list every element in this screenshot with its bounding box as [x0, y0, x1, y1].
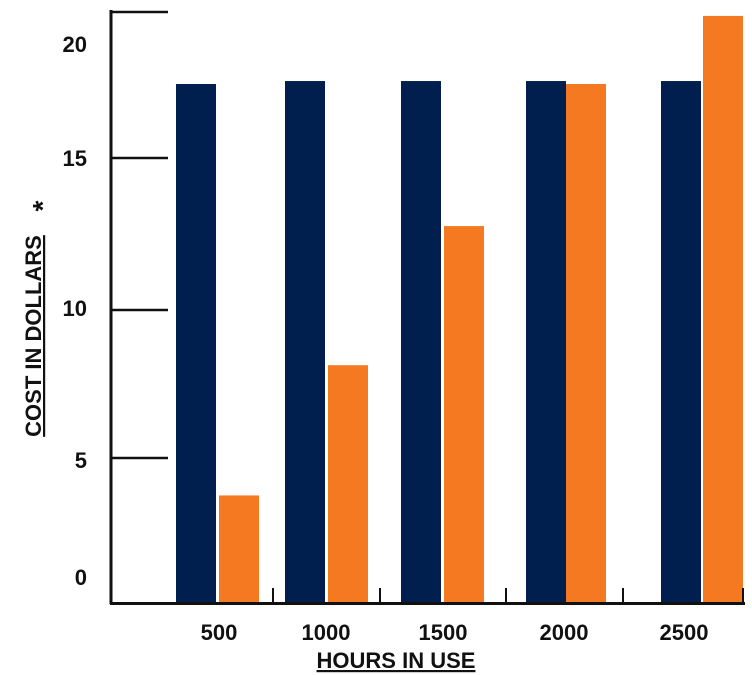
bar-series1-2000: [526, 81, 566, 603]
bar-series1-1000: [285, 81, 325, 603]
x-tick-label-500: 500: [201, 620, 238, 645]
bar-series2-1500: [444, 226, 484, 602]
y-tick-label-10: 10: [63, 296, 87, 321]
y-axis-title-asterisk: *: [27, 200, 58, 211]
x-ticks: [272, 588, 744, 603]
bar-series1-500: [176, 84, 216, 602]
y-tick-label-5: 5: [75, 448, 87, 473]
bar-series2-500: [219, 495, 259, 602]
x-tick-label-2000: 2000: [540, 620, 589, 645]
y-ticks: [111, 10, 168, 460]
bar-series2-2500: [703, 15, 743, 603]
bar-series2-2000: [566, 84, 606, 602]
x-axis-title: HOURS IN USE: [317, 648, 476, 673]
x-tick-label-2500: 2500: [660, 620, 709, 645]
x-tick-label-1500: 1500: [419, 620, 468, 645]
bar-series1-2500: [661, 81, 701, 603]
x-tick-labels: 500 1000 1500 2000 2500: [201, 620, 709, 645]
bars-group: [176, 15, 743, 603]
bar-series1-1500: [401, 81, 441, 603]
x-tick-label-1000: 1000: [302, 620, 351, 645]
y-tick-label-20: 20: [63, 32, 87, 57]
y-axis-title: COST IN DOLLARS: [21, 235, 46, 437]
y-tick-label-0: 0: [75, 565, 87, 590]
y-tick-labels: 0 5 10 15 20: [63, 32, 87, 590]
bar-series2-1000: [328, 365, 368, 602]
y-tick-label-15: 15: [63, 146, 87, 171]
